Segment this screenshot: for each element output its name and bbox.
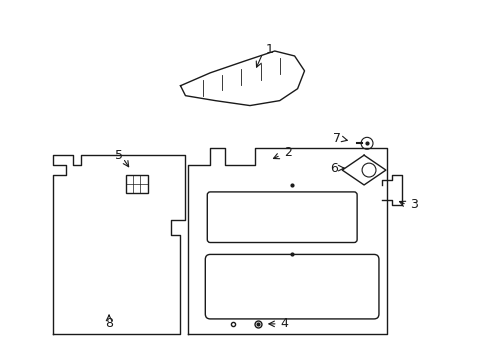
Text: 4: 4 bbox=[280, 318, 288, 330]
Text: 5: 5 bbox=[115, 149, 122, 162]
Text: 7: 7 bbox=[333, 132, 341, 145]
Text: 2: 2 bbox=[283, 146, 291, 159]
Text: 3: 3 bbox=[409, 198, 417, 211]
Text: 6: 6 bbox=[330, 162, 338, 175]
Bar bbox=[126, 175, 147, 193]
Text: 1: 1 bbox=[265, 42, 273, 55]
Text: 8: 8 bbox=[105, 318, 113, 330]
